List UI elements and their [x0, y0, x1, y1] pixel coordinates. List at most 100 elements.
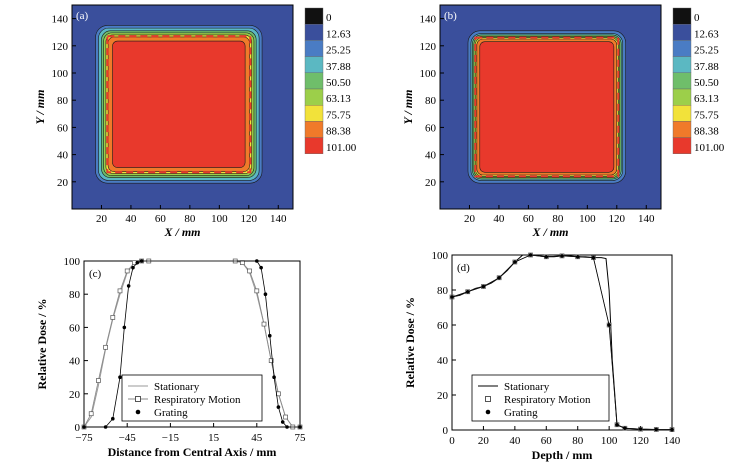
y-tick-label: 80 — [69, 289, 81, 301]
panel-label: (b) — [444, 10, 457, 22]
field-edge-dashed — [474, 36, 620, 178]
data-point — [450, 295, 454, 299]
panel-label: (d) — [457, 262, 470, 274]
colorbar-swatch — [672, 137, 692, 155]
colorbar-swatch — [672, 88, 692, 106]
y-tick-label: 140 — [52, 14, 69, 26]
colorbar-label: 12.63 — [694, 28, 719, 40]
data-point — [82, 425, 86, 429]
legend-box — [471, 374, 610, 422]
colorbar: 0 12.63 25.25 37.88 50.50 63.13 75.75 88.38 101.… — [672, 7, 725, 155]
data-point — [124, 268, 130, 274]
data-point — [285, 425, 289, 429]
x-tick-label: 15 — [208, 432, 220, 444]
data-point — [268, 358, 274, 363]
x-tick-label: 40 — [125, 213, 137, 225]
y-tick-label: 100 — [52, 68, 69, 80]
x-tick-label: 80 — [184, 213, 196, 225]
colorbar-label: 101.00 — [326, 142, 357, 154]
y-tick-label: 20 — [57, 177, 69, 189]
legend-label: Grating — [504, 407, 538, 419]
series-line — [451, 254, 673, 430]
x-tick-label: 140 — [270, 213, 287, 225]
data-point — [139, 259, 144, 263]
legend-marker — [485, 396, 491, 402]
data-point — [623, 426, 627, 431]
x-tick-label: 120 — [632, 435, 649, 447]
data-point — [122, 325, 127, 330]
y-tick-label: 0 — [443, 425, 449, 437]
x-tick-label: 40 — [493, 213, 505, 225]
data-point — [96, 378, 101, 383]
colorbar-swatch — [672, 56, 692, 73]
x-tick-label: 100 — [211, 213, 228, 225]
data-point — [497, 275, 501, 280]
colorbar-label: 37.88 — [694, 61, 719, 73]
colorbar-swatch — [672, 121, 692, 138]
contour-band-7 — [112, 40, 246, 168]
y-tick-label: 20 — [437, 390, 449, 402]
y-tick-label: 20 — [69, 389, 81, 401]
legend-label: Stationary — [504, 381, 550, 393]
y-tick-label: 40 — [437, 355, 449, 367]
data-point — [267, 333, 272, 338]
x-tick-label: 100 — [601, 435, 618, 447]
heatmap-panel-a: 20 40 60 80 100 120 140 20 40 60 80 100 120 140 (a) X /… — [33, 4, 357, 239]
colorbar-label: 0 — [694, 12, 700, 24]
plot-frame — [439, 4, 662, 210]
colorbar-swatch — [304, 121, 324, 138]
data-point — [481, 284, 486, 289]
plot-frame — [71, 4, 294, 210]
colorbar-label: 0 — [326, 12, 332, 24]
legend-label: Grating — [154, 407, 188, 419]
colorbar-label: 75.75 — [694, 109, 719, 121]
data-point — [263, 292, 268, 297]
data-point — [118, 375, 122, 380]
line-panel-c: −75 −45 −15 15 45 75 0 20 40 60 80 100 (c) Distance f… — [35, 256, 306, 459]
data-point — [575, 254, 580, 259]
x-tick-label: 20 — [464, 213, 476, 225]
y-tick-label: 60 — [57, 122, 69, 134]
colorbar-label: 101.00 — [694, 142, 725, 154]
colorbar-swatch — [304, 56, 324, 73]
x-tick-label: 80 — [572, 435, 584, 447]
x-axis-label: Distance from Central Axis / mm — [108, 445, 277, 459]
x-tick-label: 75 — [295, 432, 307, 444]
data-point — [117, 288, 123, 294]
y-axis-label: Relative Dose / % — [35, 299, 49, 390]
x-tick-label: 140 — [664, 435, 681, 447]
y-axis-label: Relative Dose / % — [403, 297, 417, 388]
x-tick-label: 80 — [552, 213, 564, 225]
colorbar-swatch — [672, 72, 692, 90]
series-2 — [450, 253, 674, 432]
data-point — [591, 255, 596, 260]
y-axis-label: Y / mm — [33, 90, 47, 125]
colorbar-swatch — [304, 137, 324, 155]
legend-marker — [485, 409, 491, 415]
panel-label: (c) — [89, 268, 102, 280]
data-point — [544, 254, 549, 259]
data-point — [126, 284, 131, 288]
x-tick-label: −75 — [75, 432, 93, 444]
x-axis-label: X / mm — [163, 225, 200, 239]
data-point — [607, 323, 611, 327]
legend-marker — [135, 409, 141, 415]
data-point — [615, 422, 619, 427]
series-2 — [82, 259, 302, 429]
data-point — [638, 427, 643, 431]
data-point — [111, 416, 115, 421]
series-line — [84, 260, 300, 428]
colorbar-swatch — [672, 24, 692, 41]
colorbar-label: 63.13 — [694, 93, 719, 105]
colorbar-swatch — [672, 40, 692, 57]
legend-label: Respiratory Motion — [154, 394, 241, 406]
y-tick-label: 40 — [57, 150, 69, 162]
colorbar-label: 50.50 — [326, 77, 351, 89]
colorbar-label: 50.50 — [694, 77, 719, 89]
colorbar-label: 25.25 — [326, 45, 351, 57]
x-tick-label: 0 — [449, 435, 455, 447]
data-point — [280, 420, 285, 424]
colorbar-label: 12.63 — [326, 28, 351, 40]
